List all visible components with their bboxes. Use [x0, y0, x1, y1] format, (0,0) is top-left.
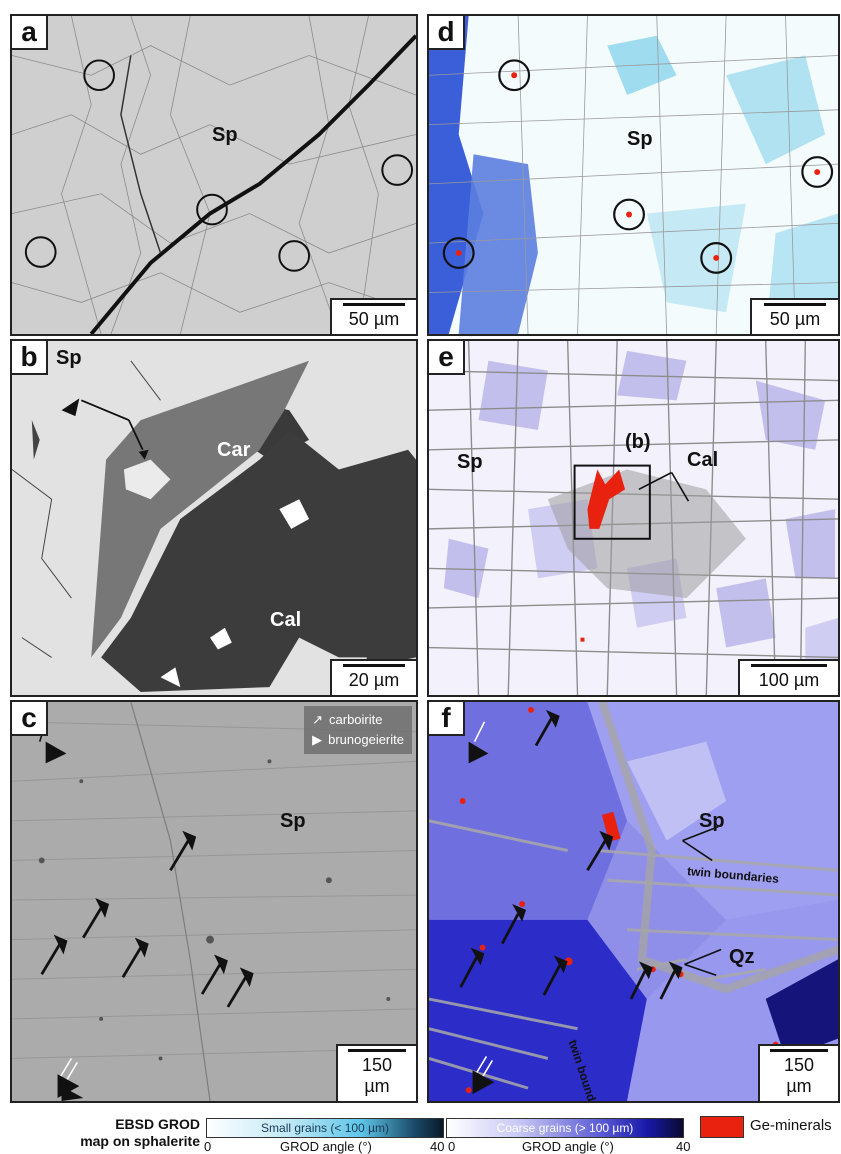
- scale-line: [343, 664, 405, 667]
- small-axis-label: GROD angle (°): [280, 1139, 372, 1154]
- panel-c-image: [12, 702, 416, 1101]
- panel-e-scale-text: 100 µm: [758, 670, 820, 690]
- small-grains-label: Small grains (< 100 µm): [261, 1121, 389, 1135]
- footer-title-line2: map on sphalerite: [80, 1133, 200, 1149]
- panel-e-letter: e: [429, 341, 465, 375]
- panel-d: d Sp 50 µm: [427, 14, 840, 336]
- footer-title: EBSD GROD map on sphalerite: [60, 1116, 200, 1150]
- small-min-tick: 0: [204, 1139, 212, 1154]
- panel-e: e Sp (b) Cal 100 µm: [427, 339, 840, 697]
- panel-d-scale-text: 50 µm: [769, 309, 821, 329]
- panel-e-inset-label: (b): [625, 431, 651, 453]
- panel-f-sp-label: Sp: [699, 810, 725, 832]
- panel-e-sp-label: Sp: [457, 451, 483, 473]
- panel-f: f Sp twin boundaries Qz twin boundaries …: [427, 700, 840, 1103]
- scale-line: [770, 1049, 828, 1052]
- double-arrow-icon: ▶: [312, 732, 323, 747]
- panel-e-scalebar: 100 µm: [738, 659, 838, 695]
- legend-brunogeierite: ▶ brunogeierite: [312, 730, 404, 750]
- panel-c-scale-text: 150 µm: [361, 1055, 393, 1096]
- panel-b-scalebar: 20 µm: [330, 659, 416, 695]
- panel-f-scalebar: 150 µm: [758, 1044, 838, 1101]
- coarse-min-tick: 0: [448, 1139, 456, 1154]
- panel-b: b Sp Car Cal 20 µm: [10, 339, 418, 697]
- coarse-grains-colorbar: Coarse grains (> 100 µm): [446, 1118, 684, 1138]
- panel-c-letter: c: [12, 702, 48, 736]
- panel-c: c ↗ carboirite ▶ brunogeierite Sp 150 µm: [10, 700, 418, 1103]
- panel-b-cal-label: Cal: [270, 609, 302, 631]
- ge-minerals-label: Ge-minerals: [750, 1117, 832, 1134]
- panel-b-scale-text: 20 µm: [348, 670, 400, 690]
- panel-c-sp-label: Sp: [280, 810, 306, 832]
- arrow-icon: ↗: [312, 712, 324, 727]
- legend-carboirite-label: carboirite: [329, 712, 383, 727]
- scale-line: [348, 1049, 406, 1052]
- panel-b-car-label: Car: [217, 439, 251, 461]
- panel-e-image: [429, 341, 838, 695]
- panel-c-scalebar: 150 µm: [336, 1044, 416, 1101]
- panel-d-letter: d: [429, 16, 465, 50]
- panel-d-scalebar: 50 µm: [750, 298, 838, 334]
- panel-e-cal-label: Cal: [687, 449, 719, 471]
- panel-d-image: [429, 16, 838, 334]
- panel-c-legend: ↗ carboirite ▶ brunogeierite: [304, 706, 412, 754]
- legend-brunogeierite-label: brunogeierite: [328, 732, 404, 747]
- small-max-tick: 40: [430, 1139, 445, 1154]
- panel-b-image: [12, 341, 416, 695]
- scale-line: [764, 303, 826, 306]
- panel-b-letter: b: [12, 341, 48, 375]
- panel-b-sp-label: Sp: [56, 347, 82, 369]
- ge-minerals-swatch: [700, 1116, 744, 1138]
- panel-a: a Sp 50 µm: [10, 14, 418, 336]
- panel-f-letter: f: [429, 702, 465, 736]
- panel-f-qz-label: Qz: [729, 946, 755, 968]
- scale-line: [751, 664, 827, 667]
- panel-f-image: [429, 702, 838, 1101]
- panel-a-mineral-label: Sp: [212, 124, 238, 146]
- panel-a-scalebar: 50 µm: [330, 298, 416, 334]
- scale-line: [343, 303, 405, 306]
- panel-f-scale-text: 150 µm: [783, 1055, 815, 1096]
- panel-a-letter: a: [12, 16, 48, 50]
- coarse-axis-label: GROD angle (°): [522, 1139, 614, 1154]
- panel-a-scale-text: 50 µm: [348, 309, 400, 329]
- small-grains-colorbar: Small grains (< 100 µm): [206, 1118, 444, 1138]
- panel-a-image: [12, 16, 416, 334]
- panel-d-mineral-label: Sp: [627, 128, 653, 150]
- coarse-grains-label: Coarse grains (> 100 µm): [496, 1121, 634, 1135]
- coarse-max-tick: 40: [676, 1139, 691, 1154]
- legend-carboirite: ↗ carboirite: [312, 710, 404, 730]
- footer-title-line1: EBSD GROD: [115, 1116, 200, 1132]
